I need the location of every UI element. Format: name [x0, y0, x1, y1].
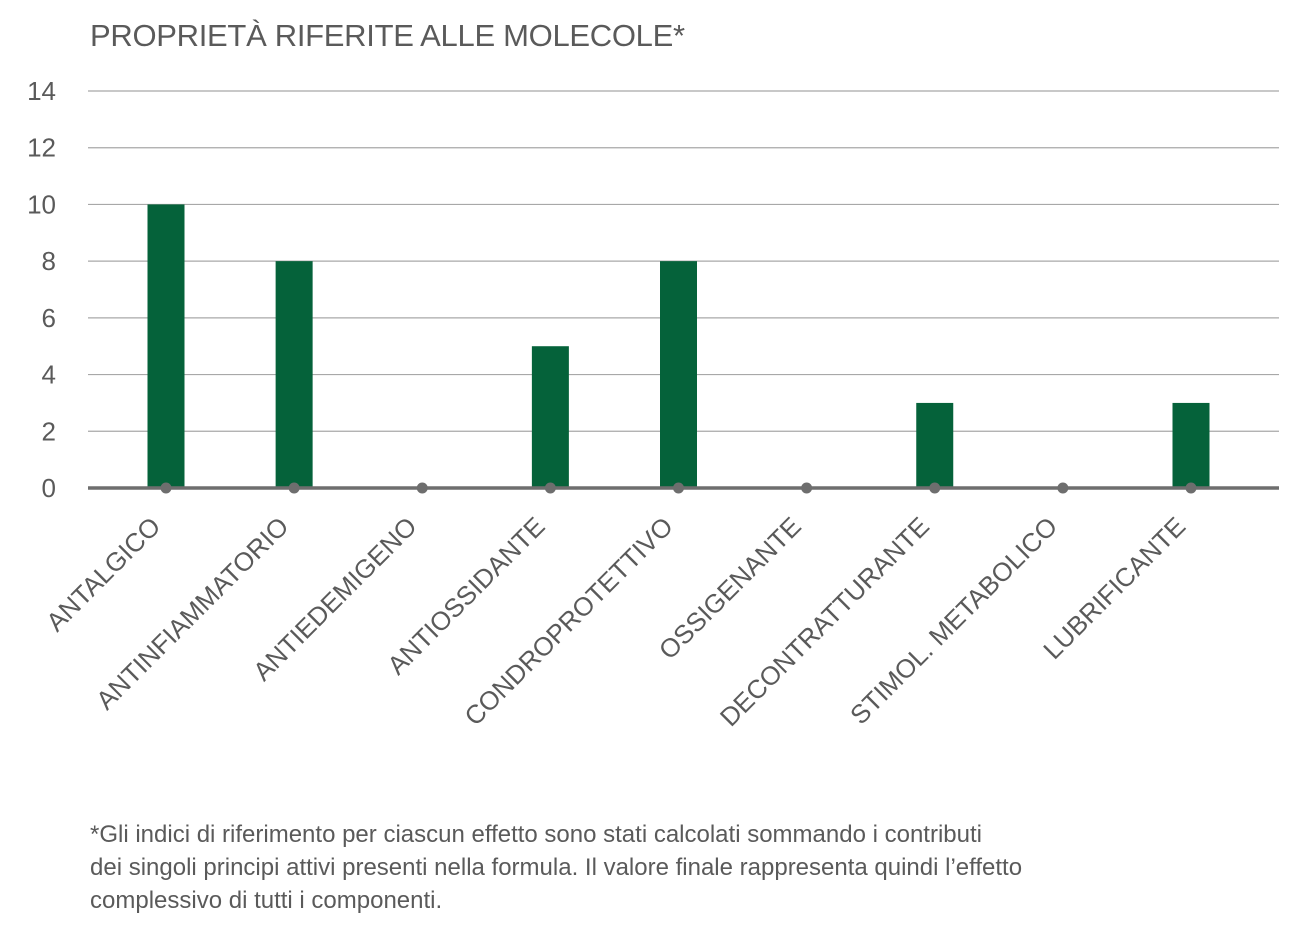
x-tick-label: STIMOL. METABOLICO: [844, 511, 1063, 730]
category-marker: [1185, 482, 1197, 494]
category-marker: [544, 482, 556, 494]
bar: [1172, 402, 1210, 488]
bar: [531, 346, 569, 488]
y-tick-label: 4: [42, 360, 56, 390]
footnote: *Gli indici di riferimento per ciascun e…: [90, 818, 1270, 917]
bar-chart: 0 2 4 6 8 10 12 14 ANTALGICOANTINFIAMMATORIOANT…: [27, 76, 1279, 732]
bars: [147, 204, 1210, 488]
category-marker: [801, 482, 813, 494]
footnote-line: dei singoli principi attivi presenti nel…: [90, 854, 1023, 881]
y-axis-ticks: 0 2 4 6 8 10 12 14: [27, 76, 56, 503]
y-tick-label: 0: [42, 473, 56, 503]
x-axis-labels: ANTALGICOANTINFIAMMATORIOANTIEDEMIGENOAN…: [40, 511, 1191, 732]
bar: [275, 261, 313, 488]
x-tick-label: CONDROPROTETTIVO: [458, 511, 678, 731]
bar: [916, 402, 954, 488]
y-tick-label: 2: [42, 416, 56, 446]
category-marker: [416, 482, 428, 494]
y-tick-label: 14: [27, 76, 56, 106]
bar: [660, 261, 697, 488]
x-tick-label: ANTALGICO: [40, 511, 166, 637]
y-tick-label: 8: [42, 246, 56, 276]
category-markers: [160, 482, 1197, 494]
y-tick-label: 10: [27, 189, 56, 219]
footnote-line: *Gli indici di riferimento per ciascun e…: [90, 821, 982, 848]
category-marker: [1057, 482, 1069, 494]
x-tick-label: DECONTRATTURANTE: [714, 511, 935, 732]
y-tick-label: 6: [42, 303, 56, 333]
bar: [147, 204, 185, 488]
category-marker: [288, 482, 300, 494]
category-marker: [160, 482, 172, 494]
y-tick-label: 12: [27, 133, 56, 163]
footnote-line: complessivo di tutti i componenti.: [90, 887, 443, 914]
chart-title: PROPRIETÀ RIFERITE ALLE MOLECOLE*: [90, 18, 685, 53]
category-marker: [673, 482, 684, 494]
category-marker: [929, 482, 941, 494]
